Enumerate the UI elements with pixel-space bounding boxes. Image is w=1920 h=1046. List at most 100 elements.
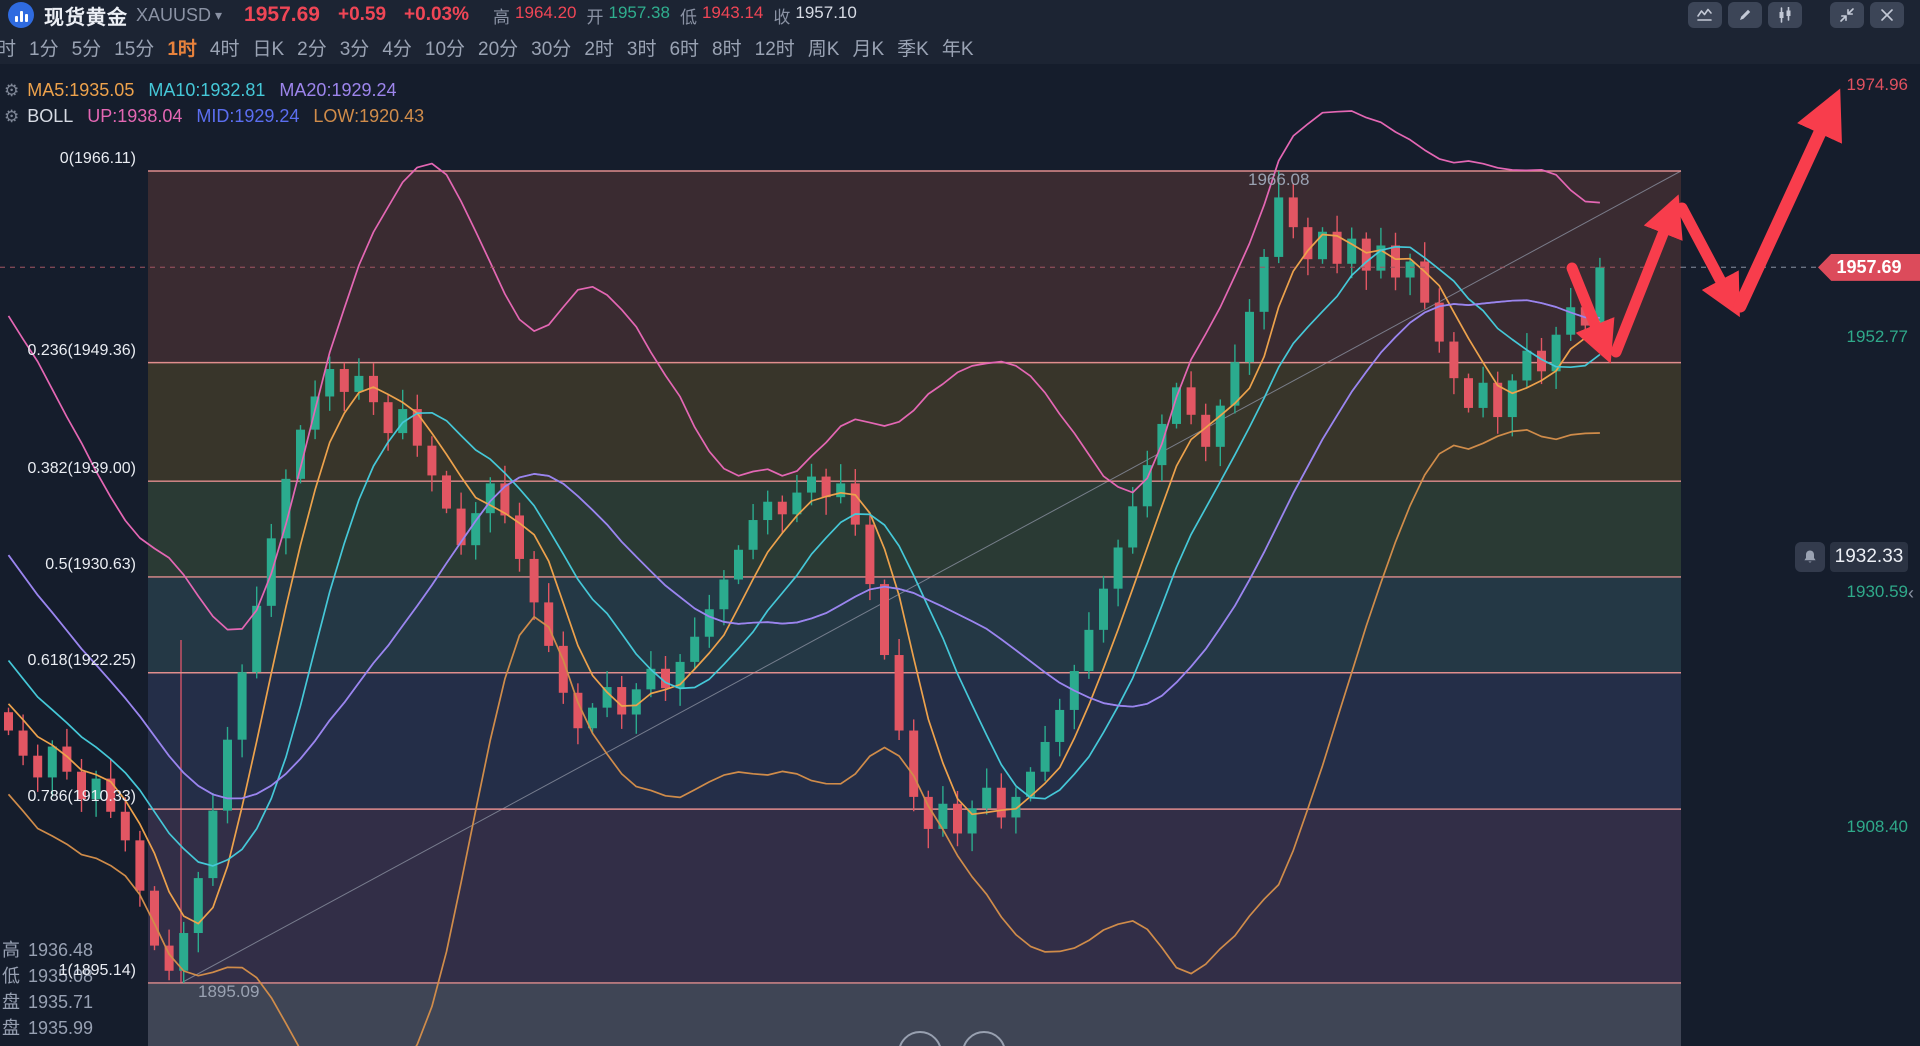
timeframe-4分[interactable]: 4分 — [382, 38, 412, 60]
ma-settings-gear-icon[interactable]: ⚙ — [4, 80, 20, 100]
panel-collapse-chevron[interactable]: ‹ — [1908, 583, 1914, 603]
fib-band-0.786(1910.33) — [148, 809, 1681, 983]
timeframe-10分[interactable]: 10分 — [424, 38, 466, 60]
candle-body — [748, 520, 758, 550]
timeframe-20分[interactable]: 20分 — [478, 38, 519, 60]
timeframe-4时[interactable]: 4时 — [209, 38, 240, 60]
axis-label-1974.96: 1974.96 — [1846, 75, 1908, 94]
fib-label-0.786(1910.33): 0.786(1910.33) — [27, 788, 136, 806]
timeframe-季K[interactable]: 季K — [897, 38, 929, 60]
timeframe-月K[interactable]: 月K — [852, 38, 885, 60]
tooltip-value: 1935.71 — [28, 992, 94, 1012]
chevron-down-icon[interactable]: ▾ — [215, 6, 223, 23]
candle-body — [1084, 629, 1094, 672]
indicator-value: LOW:1920.43 — [313, 106, 425, 126]
candle-body — [1011, 796, 1021, 818]
ma-readout-row: ⚙ MA5:1935.05 MA10:1932.81 MA20:1929.24 — [4, 80, 411, 101]
timeframe-15分[interactable]: 15分 — [114, 38, 155, 60]
current-price-tag-value: 1957.69 — [1836, 256, 1902, 277]
timeframe-分时[interactable]: 分时 — [0, 38, 17, 60]
close-button[interactable] — [1870, 2, 1904, 28]
symbol-name: 现货黄金 — [44, 6, 128, 29]
annotation-arrow[interactable] — [1676, 202, 1740, 318]
alert-bell-button[interactable] — [1795, 542, 1825, 573]
candle-body — [1288, 197, 1298, 228]
symbol-code[interactable]: XAUUSD — [136, 4, 212, 25]
candle-body — [1303, 227, 1313, 260]
timeframe-3时[interactable]: 3时 — [626, 38, 657, 60]
ma10-line — [7, 245, 1601, 867]
candle-body — [1215, 405, 1225, 447]
timeframe-30分[interactable]: 30分 — [531, 38, 572, 60]
candle-body — [77, 771, 86, 800]
last-price: 1957.69 — [244, 3, 320, 26]
price-change-pct: +0.03% — [404, 4, 470, 25]
timeframe-1分[interactable]: 1分 — [29, 38, 59, 60]
candle-body — [865, 524, 875, 585]
candle-body — [734, 549, 743, 580]
timeframe-5分[interactable]: 5分 — [71, 38, 102, 60]
candle-body — [135, 840, 145, 891]
anchor-low-annotation: 1895.09 — [198, 982, 260, 1001]
candle-body — [164, 945, 174, 971]
candle-body — [967, 808, 977, 834]
candle-body — [617, 687, 627, 715]
timeframe-8时[interactable]: 8时 — [712, 38, 742, 60]
candle-body — [1405, 261, 1415, 278]
candle-body — [1493, 382, 1503, 418]
candle-body — [1376, 245, 1386, 271]
price-change: +0.59 — [337, 4, 387, 25]
candle-body — [850, 483, 860, 525]
draw-button[interactable] — [1728, 2, 1762, 28]
candle-body — [704, 609, 714, 637]
fib-label-0(1966.11): 0(1966.11) — [59, 150, 136, 167]
annotation-arrow[interactable] — [1566, 262, 1615, 364]
candle-body — [33, 755, 43, 778]
axis-label-1952.77: 1952.77 — [1846, 327, 1908, 346]
timeframe-1时[interactable]: 1时 — [167, 38, 197, 60]
candle-body — [471, 513, 481, 546]
candle-body — [1434, 302, 1444, 342]
candle-body — [383, 402, 393, 434]
annotation-arrow[interactable] — [1733, 88, 1842, 313]
app-logo-icon — [8, 2, 34, 28]
candle-body — [120, 811, 130, 841]
timeframe-3分[interactable]: 3分 — [339, 38, 370, 60]
timeframe-年K[interactable]: 年K — [941, 38, 974, 60]
ohlc-stats: 高 1964.20 开 1957.38 低 1943.14 收 1957.10 — [483, 3, 857, 28]
candle-body — [1201, 414, 1211, 447]
candle-body — [1172, 387, 1181, 424]
collapse-button[interactable] — [1830, 2, 1864, 28]
candle-body — [1245, 311, 1254, 363]
candle-body — [573, 692, 583, 729]
candle-body — [1347, 238, 1357, 264]
candle-body — [1128, 506, 1138, 548]
current-price-tag: 1957.69 — [1818, 253, 1920, 281]
annotation-arrow[interactable] — [1610, 194, 1683, 358]
candle-body — [719, 579, 729, 610]
alert-price-value: 1932.33 — [1834, 546, 1904, 568]
stat-label: 高 — [493, 7, 511, 27]
boll-upper-line — [7, 110, 1600, 631]
tooltip-value: 1935.99 — [28, 1018, 94, 1038]
timeframe-日K[interactable]: 日K — [252, 38, 285, 60]
candle-body — [1361, 238, 1371, 271]
candle-body — [4, 712, 13, 731]
timeframe-2分[interactable]: 2分 — [297, 38, 327, 60]
candle-body — [1259, 256, 1269, 312]
candle-body — [938, 803, 948, 829]
candle-body — [807, 476, 816, 493]
candle-body — [894, 655, 904, 731]
candle-body — [1595, 267, 1605, 326]
indicator-button[interactable] — [1688, 2, 1722, 28]
chart-style-button[interactable] — [1768, 2, 1802, 28]
timeframe-12时[interactable]: 12时 — [754, 38, 795, 60]
timeframe-6时[interactable]: 6时 — [669, 38, 700, 60]
timeframe-周K[interactable]: 周K — [807, 38, 840, 60]
timeframe-2时[interactable]: 2时 — [584, 38, 614, 60]
candle-body — [1478, 382, 1488, 408]
tooltip-label: 盘 — [2, 1018, 20, 1038]
boll-settings-gear-icon[interactable]: ⚙ — [4, 106, 20, 126]
